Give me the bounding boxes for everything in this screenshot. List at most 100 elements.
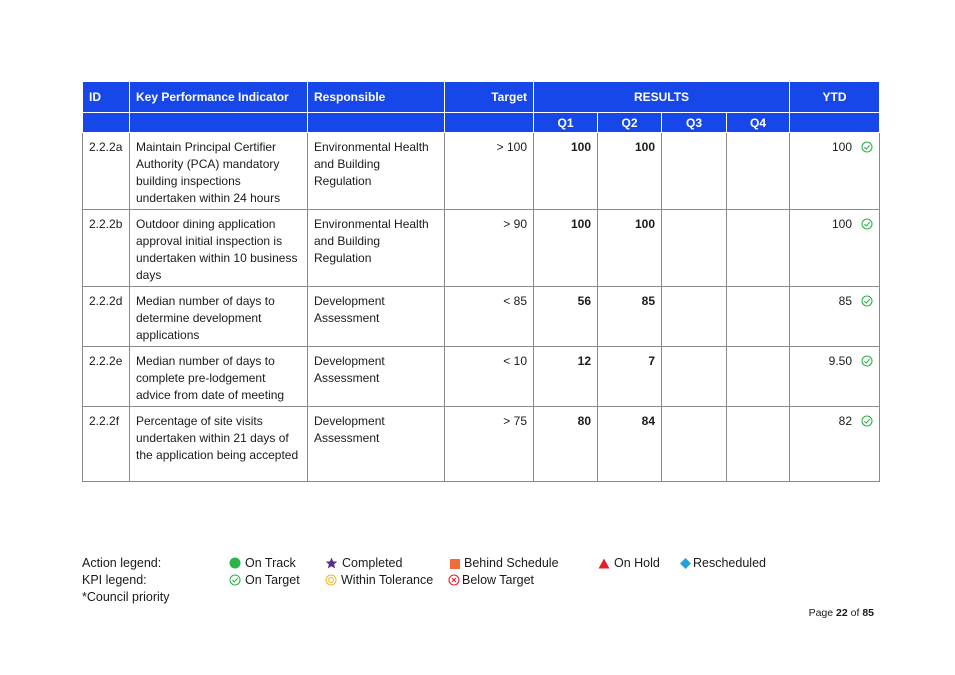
row-q4	[726, 132, 790, 210]
legend-rescheduled: Rescheduled	[680, 556, 766, 570]
row-kpi: Outdoor dining application approval init…	[129, 209, 308, 287]
row-q4	[726, 346, 790, 407]
row-q4	[726, 209, 790, 287]
ytd-value: 100	[831, 217, 852, 231]
row-q2: 100	[597, 209, 662, 287]
legend-within-tolerance-label: Within Tolerance	[341, 573, 434, 587]
row-target: > 90	[444, 209, 534, 287]
row-q1: 100	[533, 132, 598, 210]
row-q1: 12	[533, 346, 598, 407]
legend-on-target: On Target	[229, 573, 300, 587]
row-q2: 7	[597, 346, 662, 407]
header-blank	[444, 112, 534, 133]
ytd-value: 82	[838, 414, 852, 428]
legend-on-hold: On Hold	[598, 556, 660, 570]
row-id: 2.2.2f	[82, 406, 130, 482]
page-current: 22	[836, 607, 848, 619]
on-target-icon	[861, 355, 873, 367]
ytd-value: 100	[831, 140, 852, 154]
row-q3	[661, 209, 727, 287]
header-blank	[307, 112, 445, 133]
row-q3	[661, 286, 727, 347]
row-responsible: Environmental Health and Building Regula…	[307, 209, 445, 287]
row-q1: 56	[533, 286, 598, 347]
row-kpi: Median number of days to complete pre-lo…	[129, 346, 308, 407]
legend-on-track-label: On Track	[245, 556, 296, 570]
on-target-icon	[861, 218, 873, 230]
table-row: 2.2.2d Median number of days to determin…	[82, 286, 880, 347]
row-q4	[726, 286, 790, 347]
row-responsible: Development Assessment	[307, 406, 445, 482]
on-target-icon	[861, 295, 873, 307]
table-row: 2.2.2a Maintain Principal Certifier Auth…	[82, 132, 880, 210]
row-q2: 84	[597, 406, 662, 482]
legend-completed: Completed	[325, 556, 402, 570]
ytd-value: 85	[838, 294, 852, 308]
header-ytd: YTD	[789, 81, 880, 113]
row-responsible: Development Assessment	[307, 346, 445, 407]
header-blank	[82, 112, 130, 133]
page-of: of	[850, 607, 860, 619]
header-blank	[129, 112, 308, 133]
row-q2: 85	[597, 286, 662, 347]
row-q2: 100	[597, 132, 662, 210]
page-word: Page	[808, 607, 834, 619]
on-target-icon	[861, 141, 873, 153]
kpi-legend-label: KPI legend:	[82, 573, 147, 587]
legend-behind-schedule: Behind Schedule	[450, 556, 559, 570]
row-ytd: 82	[789, 406, 880, 482]
row-id: 2.2.2a	[82, 132, 130, 210]
page-number: Page 22 of 85	[809, 607, 874, 619]
header-id: ID	[82, 81, 130, 113]
legend-within-tolerance: Within Tolerance	[325, 573, 433, 587]
row-target: > 75	[444, 406, 534, 482]
table-row: 2.2.2e Median number of days to complete…	[82, 346, 880, 407]
row-q3	[661, 132, 727, 210]
within-tolerance-icon	[325, 574, 337, 586]
triangle-icon	[598, 558, 610, 569]
table-row: 2.2.2f Percentage of site visits underta…	[82, 406, 880, 482]
header-responsible: Responsible	[307, 81, 445, 113]
ytd-value: 9.50	[828, 354, 852, 368]
row-responsible: Development Assessment	[307, 286, 445, 347]
legend-below-target-label: Below Target	[462, 573, 535, 587]
legend-on-track: On Track	[229, 556, 296, 570]
legend-completed-label: Completed	[342, 556, 403, 570]
council-priority-note: *Council priority	[82, 590, 170, 604]
row-kpi: Median number of days to determine devel…	[129, 286, 308, 347]
on-track-icon	[229, 557, 241, 569]
header-kpi: Key Performance Indicator	[129, 81, 308, 113]
row-id: 2.2.2d	[82, 286, 130, 347]
legend-below-target: Below Target	[448, 573, 534, 587]
star-icon	[325, 557, 338, 569]
legend-rescheduled-label: Rescheduled	[693, 556, 766, 570]
table-row: 2.2.2b Outdoor dining application approv…	[82, 209, 880, 287]
header-q2: Q2	[597, 112, 662, 133]
legend-on-target-label: On Target	[245, 573, 300, 587]
page-total: 85	[862, 607, 874, 619]
row-id: 2.2.2e	[82, 346, 130, 407]
row-q1: 80	[533, 406, 598, 482]
row-q3	[661, 406, 727, 482]
row-target: < 10	[444, 346, 534, 407]
row-q4	[726, 406, 790, 482]
action-legend-label: Action legend:	[82, 556, 162, 570]
diamond-icon	[680, 558, 691, 569]
row-ytd: 100	[789, 209, 880, 287]
row-id: 2.2.2b	[82, 209, 130, 287]
header-q1: Q1	[533, 112, 598, 133]
header-q3: Q3	[661, 112, 727, 133]
below-target-icon	[448, 574, 460, 586]
header-results: RESULTS	[533, 81, 790, 113]
legend-behind-schedule-label: Behind Schedule	[464, 556, 559, 570]
row-q1: 100	[533, 209, 598, 287]
row-target: > 100	[444, 132, 534, 210]
header-blank	[789, 112, 880, 133]
row-target: < 85	[444, 286, 534, 347]
row-ytd: 85	[789, 286, 880, 347]
header-q4: Q4	[726, 112, 790, 133]
square-icon	[450, 559, 460, 569]
legend-on-hold-label: On Hold	[614, 556, 660, 570]
kpi-table: ID Key Performance Indicator Responsible…	[82, 81, 880, 482]
on-target-icon	[229, 574, 241, 586]
